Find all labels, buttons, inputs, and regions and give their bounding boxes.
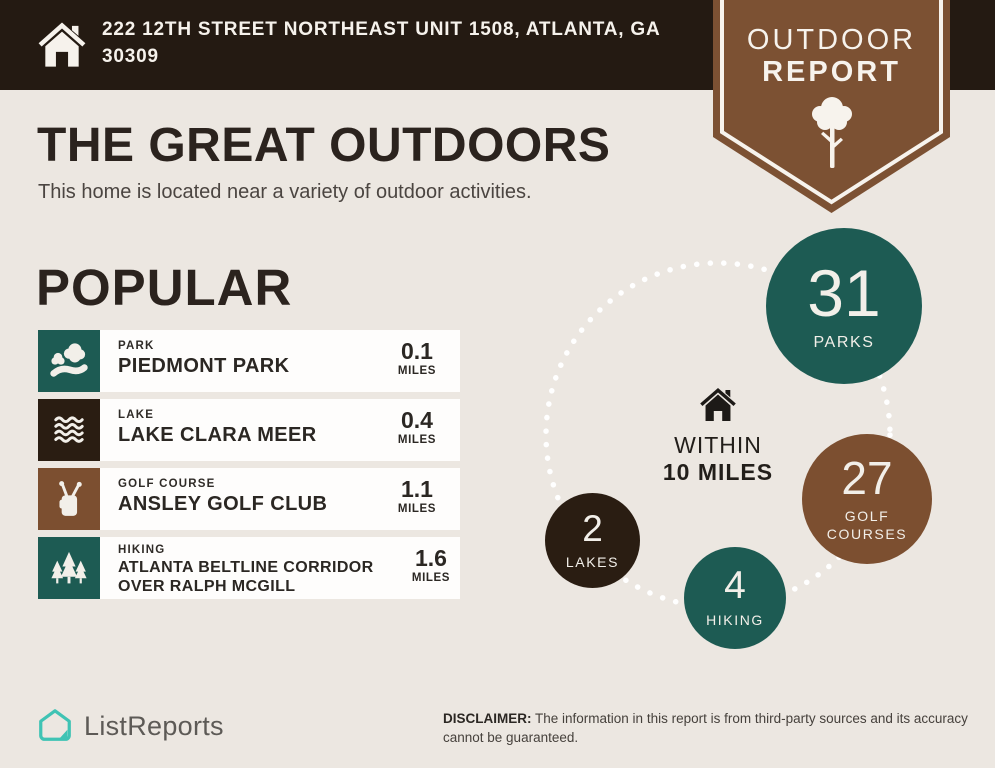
place-category: HIKING — [118, 544, 166, 556]
disclaimer-label: DISCLAIMER: — [443, 711, 532, 726]
distance-value: 0.4 — [401, 407, 433, 433]
listreports-brand: ListReports — [36, 707, 224, 745]
badge-title-line2: REPORT — [762, 56, 901, 88]
badge-title-line1: OUTDOOR — [746, 24, 917, 56]
place-name: ATLANTA BELTLINE CORRIDOR OVER RALPH MCG… — [118, 559, 374, 596]
park-icon — [38, 330, 100, 392]
home-icon — [700, 388, 736, 422]
disclaimer-body: The information in this report is from t… — [443, 711, 968, 745]
section-heading-popular: POPULAR — [36, 259, 293, 316]
waves-icon — [38, 399, 100, 461]
place-name: LAKE CLARA MEER — [118, 424, 317, 446]
bubble-parks: 31 PARKS — [766, 228, 922, 384]
place-distance: 1.6 MILES — [388, 537, 474, 599]
place-category: LAKE — [118, 409, 155, 421]
list-item-golf-course: GOLF COURSE ANSLEY GOLF CLUB 1.1 MILES — [38, 468, 460, 530]
bubble-golf-courses: 27 GOLF COURSES — [802, 434, 932, 564]
bubble-label: HIKING — [706, 612, 764, 629]
bubble-lakes: 2 LAKES — [545, 493, 640, 588]
listreports-logo-icon — [39, 709, 71, 741]
disclaimer-text: DISCLAIMER: The information in this repo… — [443, 710, 978, 748]
bubble-label: PARKS — [813, 333, 875, 351]
place-name: ANSLEY GOLF CLUB — [118, 493, 328, 515]
tree-icon — [812, 97, 852, 168]
radius-label-within: WITHIN — [674, 432, 762, 458]
place-category: GOLF COURSE — [118, 478, 216, 490]
page-title: THE GREAT OUTDOORS — [37, 119, 611, 172]
place-info: GOLF COURSE ANSLEY GOLF CLUB — [100, 468, 374, 530]
bubble-value: 4 — [724, 564, 746, 608]
distance-unit: MILES — [397, 365, 437, 377]
distance-unit: MILES — [397, 503, 437, 515]
distance-value: 1.1 — [401, 476, 433, 502]
bubble-label: LAKES — [565, 553, 620, 570]
home-icon — [38, 22, 86, 67]
place-distance: 0.4 MILES — [374, 399, 460, 461]
page-subtitle: This home is located near a variety of o… — [38, 181, 532, 203]
property-address: 222 12TH STREET NORTHEAST UNIT 1508, ATL… — [102, 19, 660, 67]
list-item-park: PARK PIEDMONT PARK 0.1 MILES — [38, 330, 460, 392]
distance-unit: MILES — [411, 572, 451, 584]
golf-bag-icon — [38, 468, 100, 530]
bubble-hiking: 4 HIKING — [684, 547, 786, 649]
pine-trees-icon — [38, 537, 100, 599]
outdoor-report-ribbon: OUTDOOR REPORT — [713, 0, 950, 218]
place-info: HIKING ATLANTA BELTLINE CORRIDOR OVER RA… — [100, 537, 388, 599]
place-distance: 0.1 MILES — [374, 330, 460, 392]
place-info: PARK PIEDMONT PARK — [100, 330, 374, 392]
popular-places-list: PARK PIEDMONT PARK 0.1 MILES — [38, 330, 460, 599]
place-name: PIEDMONT PARK — [118, 355, 290, 377]
distance-value: 1.6 — [415, 545, 447, 571]
radius-label-distance: 10 MILES — [662, 459, 774, 485]
place-distance: 1.1 MILES — [374, 468, 460, 530]
distance-value: 0.1 — [401, 338, 433, 364]
radius-center-label: WITHIN 10 MILES — [618, 388, 818, 486]
bubble-value: 2 — [582, 507, 603, 549]
distance-unit: MILES — [397, 434, 437, 446]
place-info: LAKE LAKE CLARA MEER — [100, 399, 374, 461]
listreports-brand-name: ListReports — [84, 710, 224, 741]
list-item-hiking: HIKING ATLANTA BELTLINE CORRIDOR OVER RA… — [38, 537, 460, 599]
bubble-value: 31 — [807, 255, 881, 330]
place-category: PARK — [118, 340, 155, 352]
list-item-lake: LAKE LAKE CLARA MEER 0.4 MILES — [38, 399, 460, 461]
bubble-label: GOLF COURSES — [826, 508, 908, 542]
bubble-value: 27 — [841, 452, 893, 504]
